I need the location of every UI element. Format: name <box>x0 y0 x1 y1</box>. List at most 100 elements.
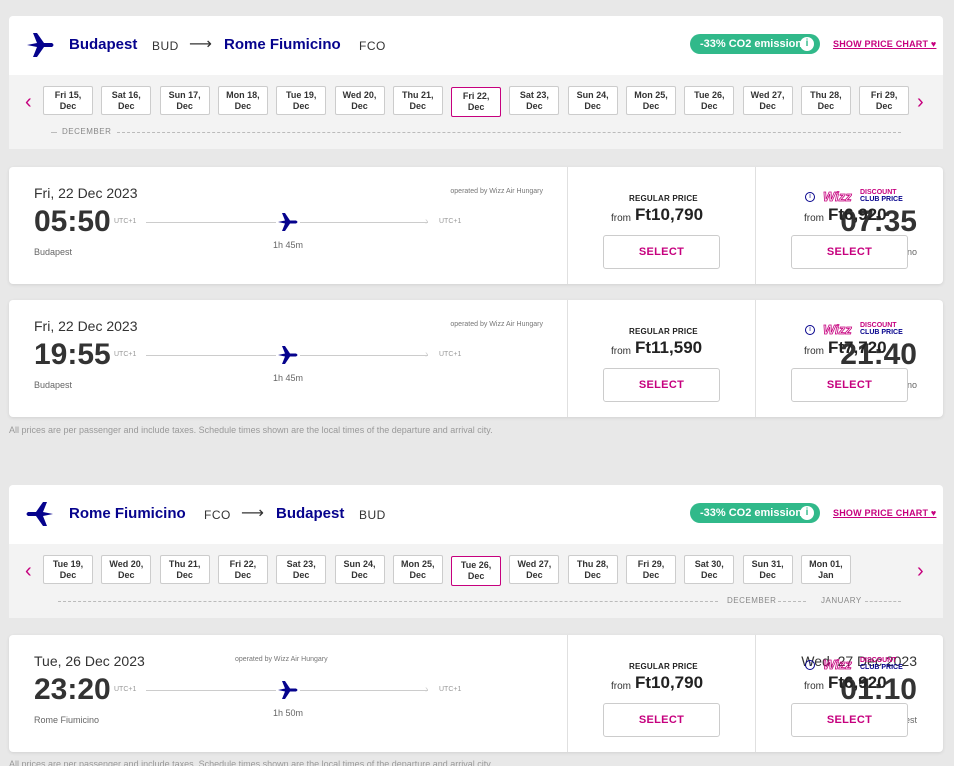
flight-duration: 1h 45m <box>273 373 304 383</box>
wizz-logo: Wizz <box>823 657 853 673</box>
departure-city: Budapest <box>34 247 73 257</box>
flight-path-line <box>300 355 428 356</box>
show-price-chart-link[interactable]: SHOW PRICE CHART ♥ <box>833 508 937 518</box>
from-label: from <box>804 346 824 357</box>
select-regular-button[interactable]: SELECT <box>603 703 720 737</box>
next-dates-button[interactable]: › <box>917 91 924 113</box>
date-option[interactable]: Sun 31, Dec <box>742 555 793 584</box>
date-option[interactable]: Thu 21, Dec <box>159 555 210 584</box>
date-option-month: Dec <box>759 101 776 111</box>
date-option-day: Thu 28, <box>576 559 609 569</box>
date-option-month: Dec <box>642 101 660 111</box>
date-option[interactable]: Fri 29, Dec <box>859 86 910 115</box>
date-option[interactable]: Fri 29, Dec <box>626 555 676 584</box>
date-option-month: Dec <box>292 570 310 580</box>
origin-code: FCO <box>204 508 231 522</box>
operator-label: operated by Wizz Air Hungary <box>235 656 328 663</box>
date-option-month: Dec <box>526 101 543 111</box>
info-icon[interactable]: i <box>805 325 815 335</box>
date-option[interactable]: Sat 23, Dec <box>276 555 327 584</box>
date-option-day: Tue 26, <box>460 560 492 570</box>
divider <box>755 300 756 417</box>
arrowhead-icon: › <box>425 349 429 360</box>
date-option[interactable]: Thu 21, Dec <box>392 86 443 115</box>
wizz-discount-club-label[interactable]: i Wizz DISCOUNT CLUB PRICE <box>805 189 915 205</box>
date-option[interactable]: Thu 28, Dec <box>567 555 618 584</box>
date-option[interactable]: Wed 27, Dec <box>742 86 793 115</box>
regular-price: Ft10,790 <box>635 673 704 692</box>
date-option[interactable]: Thu 28, Dec <box>800 86 851 115</box>
arrival-time: 21:40 <box>840 338 917 371</box>
arrival-time: 01:10 <box>840 673 917 706</box>
arrowhead-icon: › <box>425 216 429 227</box>
divider <box>567 167 568 284</box>
date-option[interactable]: Tue 19, Dec <box>276 86 327 115</box>
date-option[interactable]: Mon 25, Dec <box>626 86 676 115</box>
info-icon[interactable]: i <box>805 192 815 202</box>
info-icon[interactable]: i <box>800 37 814 51</box>
date-option-month: Dec <box>584 570 601 580</box>
date-option[interactable]: Sun 17, Dec <box>159 86 210 115</box>
date-option[interactable]: Fri 22, Dec <box>451 87 502 117</box>
date-option[interactable]: Tue 26, Dec <box>451 556 502 586</box>
origin-city: Rome Fiumicino <box>69 505 186 522</box>
flight-path-line <box>146 222 276 223</box>
prev-dates-button[interactable]: ‹ <box>25 91 32 113</box>
date-option[interactable]: Sat 30, Dec <box>684 555 735 584</box>
flight-path-line <box>146 355 276 356</box>
date-option[interactable]: Wed 27, Dec <box>509 555 560 584</box>
next-dates-button[interactable]: › <box>917 560 924 582</box>
wizz-logo: Wizz <box>823 322 853 338</box>
select-club-button[interactable]: SELECT <box>791 235 908 269</box>
wizz-logo: Wizz <box>823 189 853 205</box>
regular-price: Ft11,590 <box>635 338 703 357</box>
return-route-header: Rome Fiumicino FCO ⟶ Budapest BUD -33% C… <box>9 485 943 544</box>
co2-badge[interactable]: -33% CO2 emission i <box>690 34 820 54</box>
date-option[interactable]: Sat 16, Dec <box>101 86 152 115</box>
arrival-date: Wed, 27 Dec 2023 <box>801 653 917 669</box>
date-option-day: Mon 25, <box>401 559 435 569</box>
date-option[interactable]: Fri 22, Dec <box>217 555 268 584</box>
co2-label: -33% CO2 emission <box>700 38 803 50</box>
date-option[interactable]: Mon 18, Dec <box>217 86 268 115</box>
date-option-month: Dec <box>701 101 718 111</box>
date-option-month: Dec <box>176 101 193 111</box>
date-option[interactable]: Fri 15, Dec <box>43 86 93 115</box>
select-regular-button[interactable]: SELECT <box>603 235 720 269</box>
select-club-button[interactable]: SELECT <box>791 368 908 402</box>
departure-utc: UTC+1 <box>114 218 137 225</box>
operator-label: operated by Wizz Air Hungary <box>450 188 543 195</box>
airplane-icon <box>278 346 298 364</box>
price-footnote: All prices are per passenger and include… <box>9 425 493 435</box>
departure-city: Budapest <box>34 380 73 390</box>
select-regular-button[interactable]: SELECT <box>603 368 720 402</box>
date-option-day: Thu 21, <box>168 559 201 569</box>
wizz-discount-club-label[interactable]: i Wizz DISCOUNT CLUB PRICE <box>805 657 915 673</box>
date-option[interactable]: Sun 24, Dec <box>334 555 385 584</box>
date-option[interactable]: Tue 26, Dec <box>684 86 735 115</box>
date-option[interactable]: Wed 20, Dec <box>101 555 152 584</box>
date-option-month: Dec <box>409 101 427 111</box>
airplane-icon <box>278 213 298 231</box>
date-option[interactable]: Mon 25, Dec <box>392 555 443 584</box>
select-club-button[interactable]: SELECT <box>791 703 908 737</box>
co2-badge[interactable]: -33% CO2 emission i <box>690 503 820 523</box>
divider <box>567 635 568 752</box>
date-option-day: Fri 29, <box>870 90 898 100</box>
date-option[interactable]: Wed 20, Dec <box>334 86 385 115</box>
prev-dates-button[interactable]: ‹ <box>25 560 32 582</box>
wizz-discount-club-label[interactable]: i Wizz DISCOUNT CLUB PRICE <box>805 322 915 338</box>
date-option-day: Tue 19, <box>286 90 317 100</box>
date-option[interactable]: Mon 01, Jan <box>800 555 851 584</box>
divider <box>865 601 901 602</box>
date-option[interactable]: Tue 19, Dec <box>43 555 93 584</box>
show-price-chart-link[interactable]: SHOW PRICE CHART ♥ <box>833 39 937 49</box>
flight-duration: 1h 50m <box>273 708 304 718</box>
date-option[interactable]: Sat 23, Dec <box>509 86 560 115</box>
regular-price-title: REGULAR PRICE <box>629 662 698 671</box>
info-icon[interactable]: i <box>805 660 815 670</box>
info-icon[interactable]: i <box>800 506 814 520</box>
flight-date: Fri, 22 Dec 2023 <box>34 185 138 201</box>
flight-duration: 1h 45m <box>273 240 304 250</box>
date-option[interactable]: Sun 24, Dec <box>567 86 618 115</box>
